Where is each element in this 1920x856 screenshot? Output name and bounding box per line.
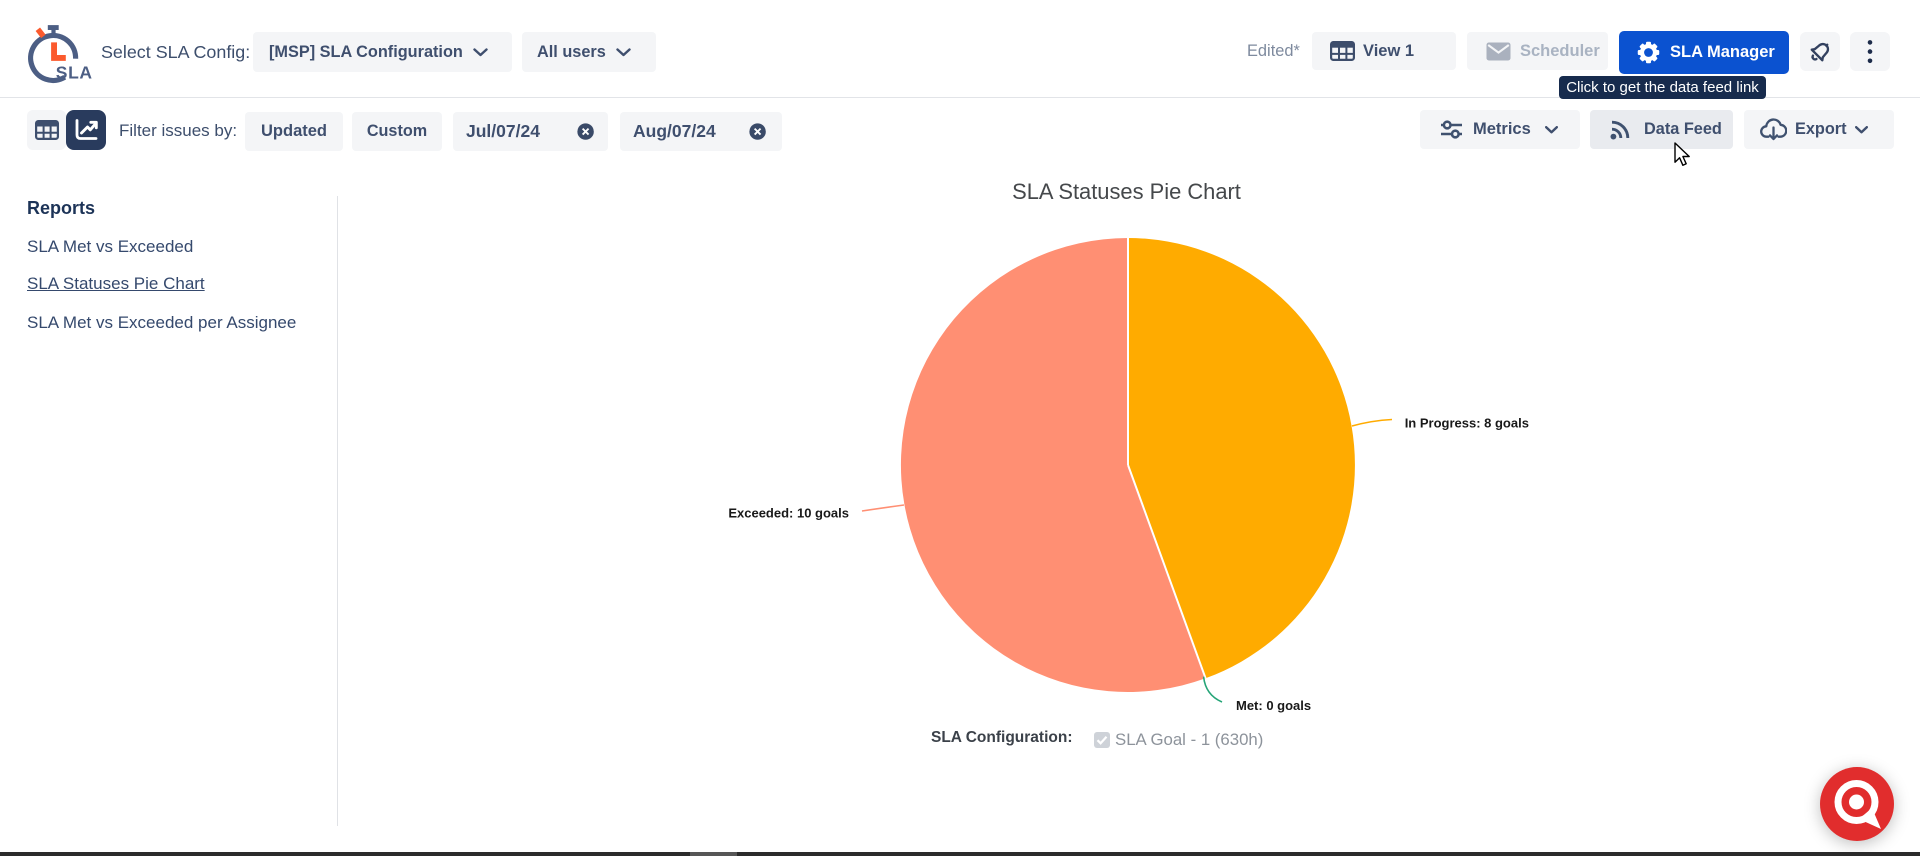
svg-text:SLA: SLA <box>56 63 93 83</box>
svg-text:In Progress: 8 goals: In Progress: 8 goals <box>1405 416 1529 431</box>
svg-text:Met: 0 goals: Met: 0 goals <box>1236 698 1311 713</box>
svg-text:Exceeded: 10 goals: Exceeded: 10 goals <box>728 506 849 521</box>
